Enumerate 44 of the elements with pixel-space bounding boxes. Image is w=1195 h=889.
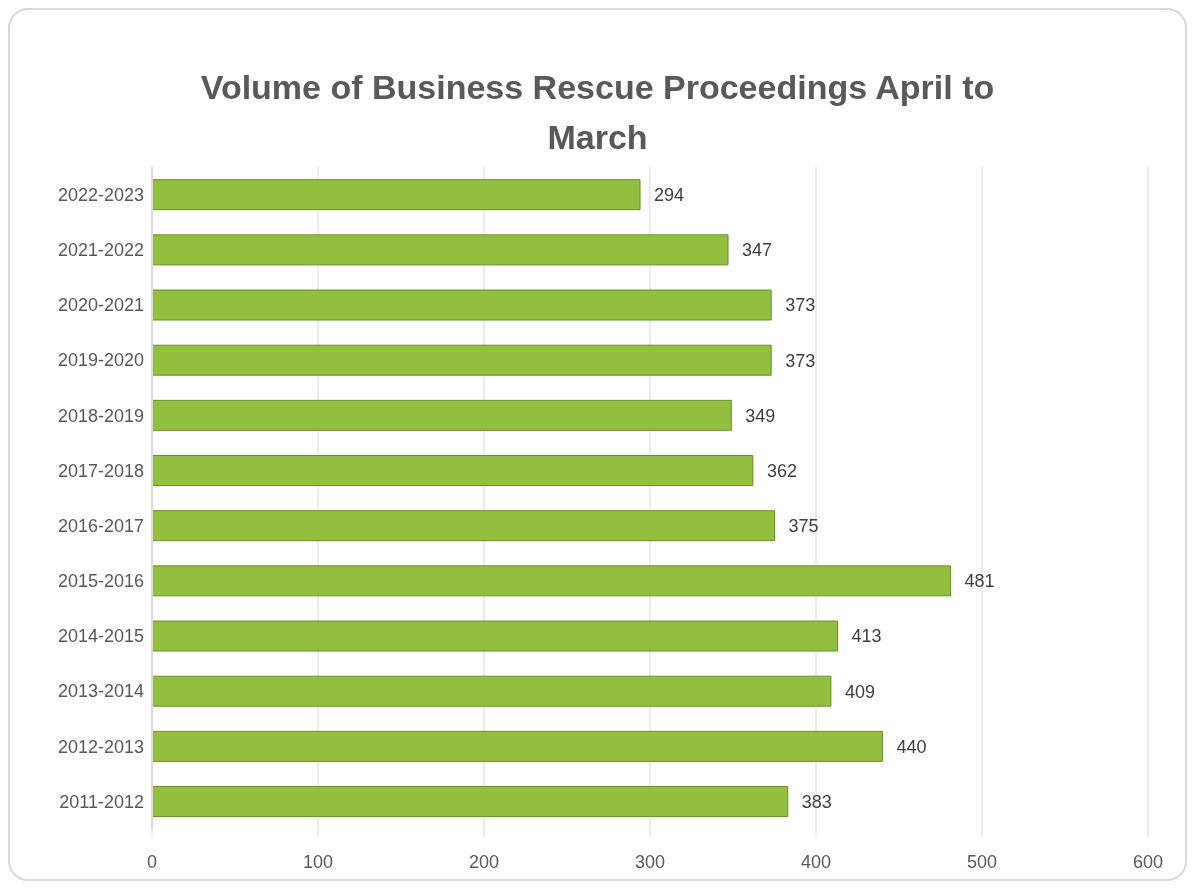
data-label: 362 xyxy=(766,460,797,481)
y-tick-label: 2018-2019 xyxy=(57,405,144,426)
bar xyxy=(152,620,839,652)
y-tick-label: 2015-2016 xyxy=(57,571,144,592)
data-label: 373 xyxy=(785,350,816,371)
x-tick-label: 500 xyxy=(966,851,998,872)
bar xyxy=(152,565,951,597)
bar xyxy=(152,786,789,818)
data-label: 375 xyxy=(788,516,819,537)
y-tick-label: 2011-2012 xyxy=(59,791,144,812)
data-label: 347 xyxy=(742,240,773,261)
bar xyxy=(152,179,641,211)
y-tick-label: 2016-2017 xyxy=(57,515,144,536)
y-tick-label: 2013-2014 xyxy=(57,681,144,702)
x-tick-label: 100 xyxy=(302,851,334,872)
data-label: 440 xyxy=(896,736,927,757)
bar xyxy=(152,675,832,707)
data-label: 294 xyxy=(654,185,685,206)
data-label: 413 xyxy=(851,626,882,647)
y-tick-label: 2012-2013 xyxy=(57,736,144,757)
bar xyxy=(152,344,772,376)
x-tick-label: 400 xyxy=(800,851,832,872)
chart-title: Volume of Business Rescue Proceedings April to March xyxy=(199,67,996,158)
y-tick-label: 2017-2018 xyxy=(57,460,144,481)
x-tick-label: 200 xyxy=(468,851,500,872)
bar xyxy=(152,289,772,321)
bar xyxy=(152,399,732,431)
y-tick-label: 2021-2022 xyxy=(57,240,144,261)
data-label: 349 xyxy=(745,405,776,426)
data-label: 383 xyxy=(801,791,832,812)
bar xyxy=(152,455,754,487)
x-tick-label: 0 xyxy=(146,851,158,872)
x-tick-label: 600 xyxy=(1132,851,1164,872)
data-label: 481 xyxy=(964,571,995,592)
x-tick-label: 300 xyxy=(634,851,666,872)
y-tick-label: 2019-2020 xyxy=(57,350,144,371)
y-tick-label: 2022-2023 xyxy=(57,184,144,205)
y-tick-label: 2014-2015 xyxy=(57,626,144,647)
bar xyxy=(152,730,883,762)
y-tick-label: 2020-2021 xyxy=(57,295,144,316)
data-label: 409 xyxy=(844,681,875,702)
data-label: 373 xyxy=(785,295,816,316)
bar xyxy=(152,510,775,542)
bar xyxy=(152,234,729,266)
